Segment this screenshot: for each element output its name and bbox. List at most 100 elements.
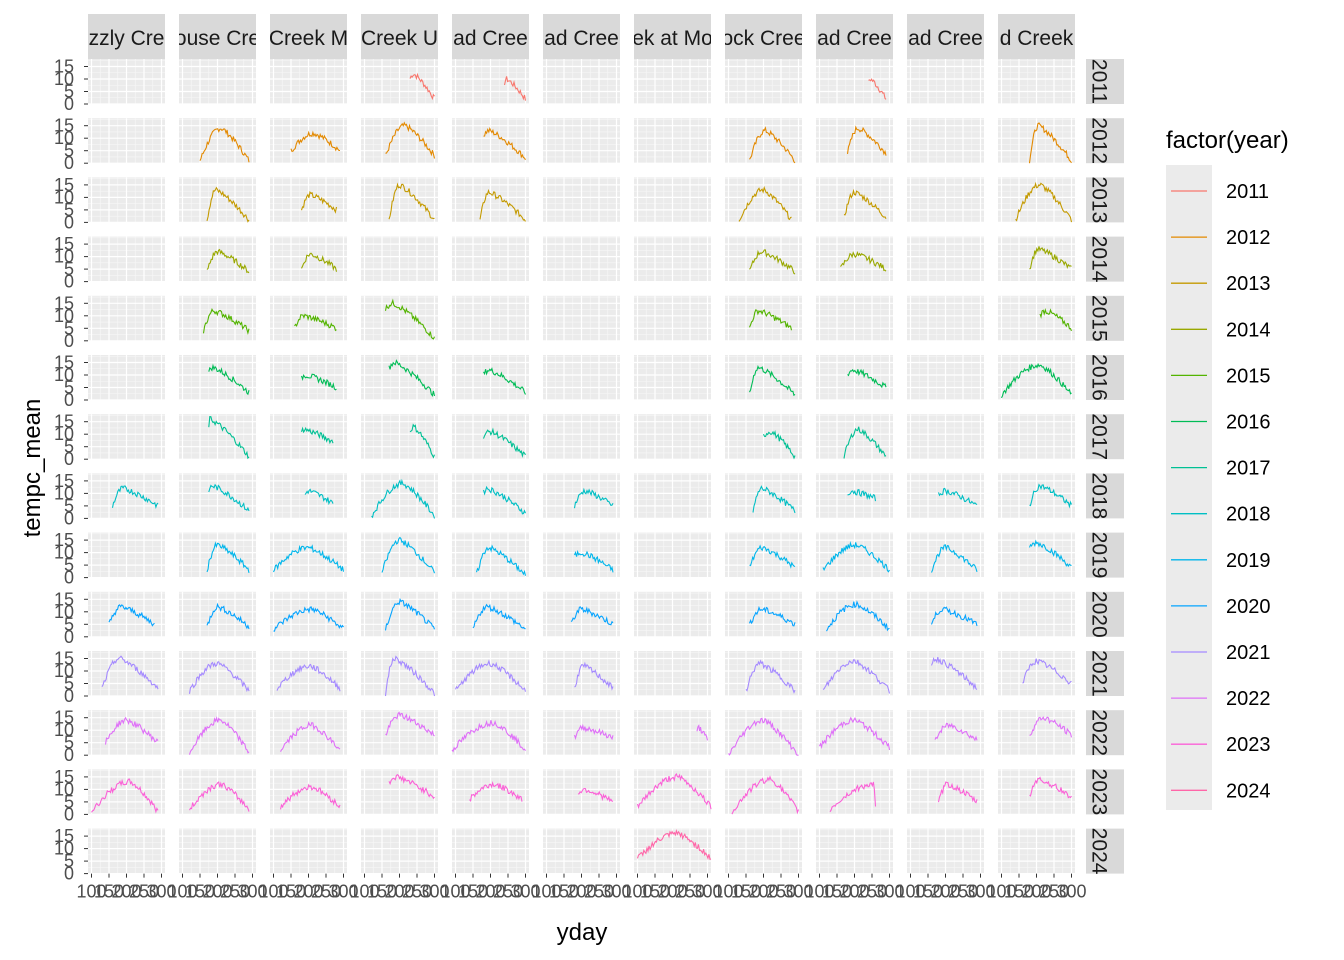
y-tick-label: 15 [54,234,74,254]
panel [361,473,438,520]
x-tick-label: 200 [748,882,778,902]
column-strip-bg [998,14,1075,59]
series-line-2023 [829,781,877,813]
y-axis-labels: 0510150510150510150510150510150510150510… [54,57,88,884]
column-strip-bg [88,14,165,59]
panel [452,295,529,342]
series-line-2021 [822,659,891,694]
series-line-2020 [748,605,796,627]
y-tick-label: 0 [64,686,74,706]
panel [725,651,802,697]
y-tick-label: 15 [54,589,74,609]
series-line-2012 [290,130,340,153]
series-line-2021 [454,659,527,692]
column-strip-label: Creek M [269,27,348,50]
series-line-2017 [763,429,796,460]
series-line-2016 [847,368,887,389]
column-strip-label: ad Cree [544,27,619,50]
x-tick-label: 200 [384,882,414,902]
column-strip-bg [270,14,347,59]
y-tick-label: 10 [54,483,74,503]
column-strip-bg [634,14,711,59]
panel [725,236,802,283]
series-line-2021 [745,659,796,694]
y-tick-label: 5 [64,141,74,161]
series-line-2016 [483,367,526,395]
series-line-2022 [188,716,250,755]
panel [270,710,347,756]
panel [361,177,438,223]
panel [361,828,438,875]
y-tick-label: 10 [54,187,74,207]
panel [361,355,438,401]
x-tick-label: 200 [475,882,505,902]
column-strip-label: ouse Cre [175,27,260,50]
series-line-2017 [843,426,887,459]
series-line-2017 [409,423,436,459]
y-tick-label: 10 [54,720,74,740]
series-line-2020 [108,604,155,627]
x-tick-label: 100 [713,882,743,902]
series-line-2021 [188,661,250,694]
row-strip-label: 2024 [1087,828,1110,875]
series-line-2019 [381,536,436,574]
series-line-2019 [930,544,978,573]
legend-label-2023: 2023 [1226,734,1271,756]
panel [543,177,620,223]
panel [361,651,438,697]
y-tick-label: 0 [64,212,74,232]
panel [634,769,711,816]
series-line-2014 [840,250,887,272]
x-tick-label: 250 [948,882,978,902]
series-line-2020 [472,603,526,630]
panel [998,828,1075,875]
x-tick-label: 100 [986,882,1016,902]
series-line-2019 [573,549,614,573]
series-line-2018 [304,488,334,506]
y-tick-label: 5 [64,614,74,634]
series-line-2011 [503,76,527,101]
legend-label-2015: 2015 [1226,365,1271,387]
y-tick-label: 0 [64,508,74,528]
panel [88,651,165,697]
series-line-2011 [868,78,887,100]
series-line-2023 [279,783,341,810]
x-tick-label: 100 [531,882,561,902]
panel [179,473,256,520]
x-tick-label: 200 [839,882,869,902]
series-line-2016 [749,364,796,397]
series-line-2013 [479,188,526,222]
panel [634,355,711,401]
row-strip-label: 2013 [1087,177,1110,224]
panel [179,591,256,638]
y-tick-label: 5 [64,378,74,398]
panel [361,295,438,342]
panel [634,651,711,697]
y-tick-label: 0 [64,272,74,292]
y-tick-label: 10 [54,69,74,89]
series-line-2023 [577,787,614,803]
legend-title: factor(year) [1166,127,1289,154]
series-line-2017 [208,416,250,460]
row-strip-label: 2014 [1087,236,1110,283]
y-tick-label: 0 [64,449,74,469]
panels [88,59,1075,875]
panel [270,59,347,105]
panel [907,591,984,638]
x-tick-label: 300 [419,882,449,902]
y-tick-label: 0 [64,331,74,351]
panel [725,295,802,342]
column-strip-label: ek at Mo [632,27,713,50]
panel [452,769,529,816]
series-line-2016 [208,363,250,396]
series-line-2019 [822,541,890,573]
panel [452,236,529,283]
panel [88,532,165,579]
panel [725,59,802,105]
column-strip-label: ad Cree [453,27,528,50]
panel [816,651,893,697]
panel [816,295,893,342]
panel [543,414,620,460]
panel [543,532,620,579]
legend-label-2013: 2013 [1226,273,1271,295]
